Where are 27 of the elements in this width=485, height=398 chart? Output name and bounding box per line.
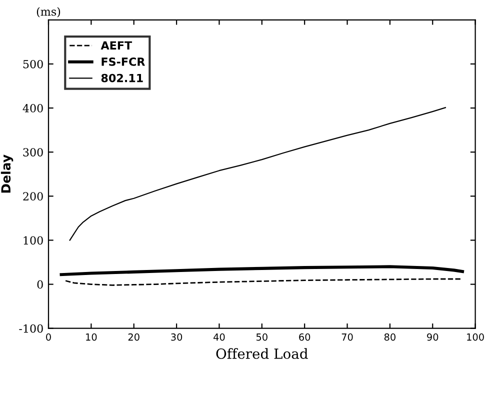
line-series xyxy=(60,265,464,276)
legend-label: AEFT xyxy=(100,41,132,50)
x-tick-label: 80 xyxy=(384,333,396,341)
x-tick-label: 0 xyxy=(46,333,51,341)
x-axis-title: Offered Load xyxy=(216,348,308,359)
x-tick-label: 60 xyxy=(299,333,310,341)
y-axis-title: Delay xyxy=(0,154,14,193)
legend-label: FS-FCR xyxy=(102,58,146,66)
x-tick-label: 90 xyxy=(427,333,438,341)
text: (ms) xyxy=(36,7,60,18)
x-tick-label: 20 xyxy=(128,333,140,341)
x-tick-label: 100 xyxy=(467,333,484,341)
y-tick-label: 500 xyxy=(23,60,43,68)
y-tick-label: -100 xyxy=(19,324,43,333)
y-tick-label: 400 xyxy=(22,104,43,112)
x-tick-label: 30 xyxy=(171,333,182,341)
legend-label: 802.11 xyxy=(101,74,143,82)
x-tick-label: 10 xyxy=(86,333,97,341)
y-tick-label: 0 xyxy=(37,280,43,289)
x-tick-label: 50 xyxy=(256,333,268,341)
line-series xyxy=(69,107,446,241)
line-series xyxy=(64,278,464,286)
y-tick-label: 200 xyxy=(23,192,43,201)
x-tick-label: 40 xyxy=(214,333,225,341)
y-tick-label: 300 xyxy=(23,148,43,156)
x-tick-label: 70 xyxy=(342,333,353,341)
y-tick-label: 100 xyxy=(24,236,43,245)
